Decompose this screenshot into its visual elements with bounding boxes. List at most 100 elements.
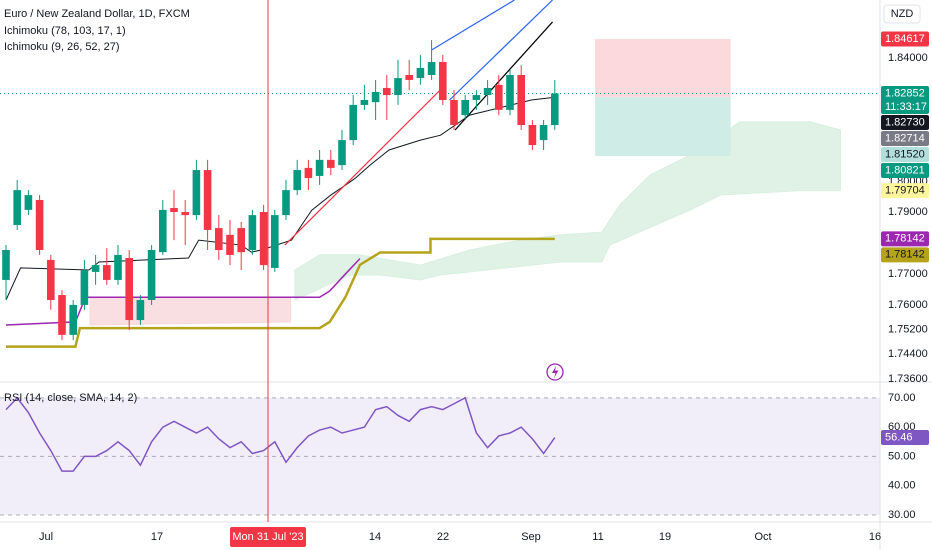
candle-body <box>125 258 133 321</box>
x-tick-label: Oct <box>754 531 771 543</box>
position-box <box>595 97 731 157</box>
axes: 1.840001.800001.790001.770001.760001.752… <box>39 31 929 543</box>
price-label: 1.81520 <box>885 148 925 160</box>
candle-body <box>271 215 279 268</box>
candle-body <box>259 212 268 266</box>
x-tick-label: 17 <box>151 531 163 543</box>
rsi-tick-label: 50.00 <box>888 450 916 462</box>
price-label: 1.82714 <box>885 132 925 144</box>
candle-body <box>103 265 111 280</box>
price-label-box <box>881 130 929 146</box>
trend-line <box>449 0 553 101</box>
candle-body <box>192 170 201 216</box>
candle-body <box>2 249 10 280</box>
candle-body <box>114 254 122 280</box>
y-tick-label: 1.79000 <box>888 206 928 218</box>
candle-body <box>349 104 357 141</box>
y-tick-label: 1.84000 <box>888 52 928 64</box>
candle-body <box>170 208 178 213</box>
price-label-box <box>881 231 929 247</box>
candle-body <box>517 74 525 125</box>
rsi-title: RSI (14, close, SMA, 14, 2) <box>4 392 137 404</box>
countdown: 11:33:17 <box>885 101 927 113</box>
price-label-box <box>881 85 929 114</box>
candle-body <box>24 195 33 210</box>
trend-line <box>454 21 554 131</box>
x-tick-label: 19 <box>659 531 671 543</box>
x-tick-label: 22 <box>437 531 449 543</box>
position-box <box>595 38 731 98</box>
candle-body <box>58 295 66 335</box>
candle-body <box>147 249 156 300</box>
alert-icon[interactable] <box>546 363 564 381</box>
candle-body <box>439 62 447 100</box>
candle-body <box>293 170 301 191</box>
x-tick-label: Sep <box>521 531 541 543</box>
candle-body <box>327 159 335 168</box>
x-tick-label: 11 <box>592 531 603 543</box>
x-tick-label: 16 <box>869 531 881 543</box>
candle-body <box>360 99 369 105</box>
y-tick-label: 1.76000 <box>888 299 928 311</box>
candle-body <box>237 228 245 253</box>
y-tick-label: 1.77000 <box>888 268 928 280</box>
price-label: 1.80821 <box>885 164 925 176</box>
candle-body <box>215 228 223 250</box>
candle-body <box>506 74 514 110</box>
y-tick-label: 1.73600 <box>888 373 928 385</box>
x-tick-label: Jul <box>39 531 53 543</box>
trend-line <box>284 84 446 246</box>
candle-body <box>47 259 55 300</box>
crosshair-label: Mon 31 Jul '23 <box>232 531 303 543</box>
candle-body <box>136 299 145 321</box>
price-label: 1.78142 <box>885 233 925 245</box>
candle-body <box>483 87 492 96</box>
candle-body <box>226 234 234 255</box>
indicator-line <box>5 96 555 301</box>
candle-body <box>416 67 425 79</box>
indicator-line <box>6 237 555 348</box>
main-pane <box>0 0 880 348</box>
price-label: 1.79704 <box>885 185 925 197</box>
candle-body <box>181 212 189 216</box>
price-label-box <box>881 31 929 47</box>
price-label: 1.78142 <box>885 249 925 261</box>
rsi-line <box>5 396 556 472</box>
price-label-box <box>881 162 929 178</box>
trend-line <box>431 0 515 51</box>
x-tick-label: 14 <box>369 531 381 543</box>
candle-body <box>528 124 537 146</box>
candle-body <box>394 78 402 96</box>
y-tick-label: 1.74400 <box>888 348 928 360</box>
price-label-box <box>881 183 929 199</box>
rsi-pane <box>0 396 880 516</box>
y-tick-label: 1.75200 <box>888 324 928 336</box>
candle-body <box>35 199 44 250</box>
candle-body <box>472 95 481 100</box>
rsi-tick-label: 30.00 <box>888 509 916 521</box>
candle-body <box>80 270 89 305</box>
candle-body <box>450 99 458 125</box>
candle-body <box>495 84 503 110</box>
rsi-value-box <box>881 430 929 446</box>
rsi-value-label: 56.46 <box>885 431 913 443</box>
candle-body <box>427 62 436 75</box>
candle-body <box>539 124 548 141</box>
price-label-box <box>881 146 929 162</box>
candle-body <box>203 170 212 230</box>
candle-body <box>13 190 21 225</box>
candle-body <box>405 74 413 80</box>
cloud <box>294 121 841 301</box>
crosshair-label-box <box>230 527 306 547</box>
candle-body <box>69 304 77 335</box>
currency-box[interactable] <box>883 4 921 24</box>
price-label: 1.84617 <box>885 33 925 45</box>
chart-title: Euro / New Zealand Dollar, 1D, FXCM <box>4 8 190 20</box>
price-label: 1.82852 <box>885 87 925 99</box>
indicator-legend: Ichimoku (78, 103, 17, 1) <box>4 25 126 37</box>
candle-body <box>551 93 559 125</box>
currency: NZD <box>891 8 914 20</box>
indicator-legend: Ichimoku (9, 26, 52, 27) <box>4 41 120 53</box>
candle-body <box>282 190 290 216</box>
